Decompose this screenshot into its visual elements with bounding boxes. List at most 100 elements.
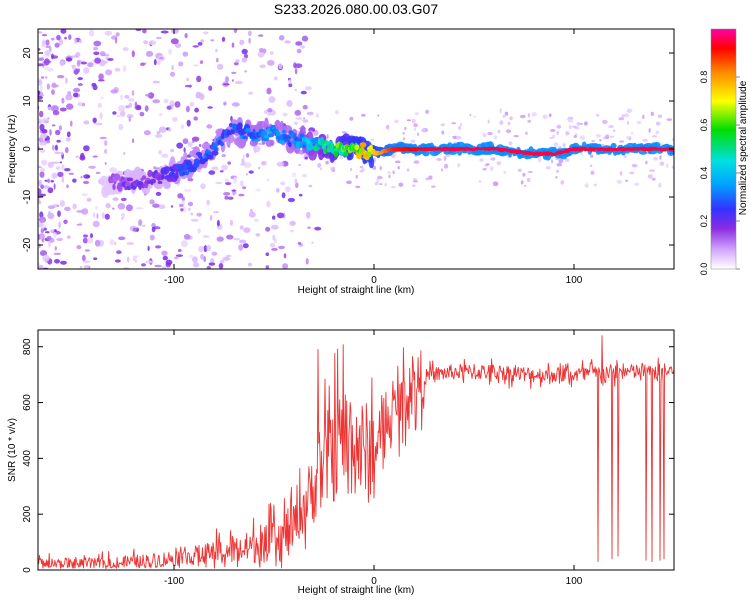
ridge-halo — [368, 156, 375, 169]
noise-blob — [268, 96, 276, 103]
noise-blob — [84, 249, 91, 252]
noise-blob — [86, 197, 92, 202]
noise-blob — [394, 119, 399, 124]
noise-blob — [317, 163, 322, 168]
noise-blob — [265, 265, 270, 269]
colorbar-ticks: 0.0 0.2 0.4 0.6 0.8 — [699, 71, 740, 275]
noise-blob — [153, 58, 157, 66]
noise-blob — [280, 181, 286, 186]
noise-blob — [487, 119, 490, 124]
noise-blob — [441, 130, 445, 135]
noise-blob — [590, 154, 594, 158]
y-tick-label: -20 — [22, 237, 33, 252]
ridge-core — [141, 175, 147, 180]
noise-blob — [417, 132, 420, 136]
noise-blob — [41, 226, 45, 229]
noise-blob — [126, 242, 135, 245]
noise-blob — [233, 62, 239, 66]
noise-blob — [114, 241, 117, 246]
noise-blob — [270, 224, 279, 230]
noise-blob — [379, 166, 383, 171]
noise-blob — [314, 226, 322, 231]
noise-blob — [590, 164, 593, 167]
noise-blob — [51, 53, 54, 60]
noise-blob — [489, 166, 494, 172]
noise-blob — [584, 121, 588, 126]
ridge-core — [207, 151, 213, 156]
noise-blob — [92, 212, 96, 218]
ridge-core — [161, 174, 165, 180]
colorbar-label: Normalized spectral amplitude — [738, 80, 749, 215]
noise-blob — [186, 119, 191, 127]
noise-blob — [59, 161, 63, 164]
noise-blob — [115, 32, 120, 37]
noise-blob — [61, 97, 65, 104]
noise-blob — [135, 207, 144, 210]
noise-blob — [302, 119, 309, 123]
ridge-core — [343, 151, 349, 157]
noise-blob — [248, 170, 254, 174]
noise-blob — [170, 205, 174, 208]
noise-blob — [174, 43, 182, 48]
noise-blob — [289, 220, 296, 226]
noise-blob — [233, 237, 240, 241]
noise-blob — [278, 245, 285, 250]
ridge-core — [588, 146, 594, 150]
noise-blob — [59, 107, 67, 112]
noise-blob — [52, 144, 55, 151]
noise-blob — [444, 154, 451, 158]
x-tick-label: -100 — [164, 275, 184, 286]
noise-blob — [50, 105, 59, 112]
noise-blob — [160, 30, 169, 34]
noise-blob — [487, 131, 493, 136]
ridge-core — [288, 141, 292, 148]
noise-blob — [157, 60, 161, 65]
noise-blob — [325, 160, 329, 165]
noise-blob — [83, 120, 90, 125]
noise-blob — [95, 171, 101, 174]
noise-blob — [443, 163, 449, 169]
noise-blob — [38, 63, 44, 67]
noise-blob — [651, 177, 656, 181]
noise-blob — [269, 242, 276, 248]
y-tick-label: -10 — [22, 189, 33, 204]
noise-blob — [281, 192, 286, 199]
ridge-core — [309, 143, 313, 149]
noise-blob — [608, 125, 614, 129]
noise-blob — [64, 168, 71, 172]
noise-blob — [271, 247, 278, 251]
noise-blob — [82, 237, 88, 244]
noise-blob — [306, 111, 314, 116]
noise-blob — [306, 211, 311, 219]
noise-blob — [294, 121, 298, 125]
snr-series-line — [38, 335, 674, 570]
noise-blob — [425, 109, 430, 114]
ridge-core — [157, 180, 163, 185]
noise-blob — [647, 174, 653, 179]
noise-blob — [39, 250, 48, 257]
noise-blob — [54, 229, 57, 233]
noise-blob — [406, 168, 410, 172]
noise-blob — [294, 67, 298, 75]
noise-blob — [242, 243, 249, 249]
noise-blob — [105, 69, 113, 76]
noise-blob — [509, 116, 513, 121]
ridge-core — [211, 150, 219, 156]
noise-blob — [657, 114, 663, 119]
ridge-halo — [610, 142, 617, 150]
noise-blob — [576, 122, 580, 126]
noise-blob — [66, 184, 69, 188]
noise-blob — [267, 112, 271, 116]
noise-blob — [355, 174, 358, 179]
noise-blob — [51, 172, 58, 179]
y-tick-label: 20 — [22, 47, 33, 59]
noise-blob — [300, 45, 306, 49]
noise-blob — [59, 60, 64, 66]
noise-blob — [294, 88, 298, 92]
colorbar-gradient — [710, 28, 737, 270]
noise-blob — [527, 120, 532, 123]
noise-blob — [226, 234, 234, 240]
ridge-halo — [638, 150, 648, 155]
noise-blob — [127, 98, 135, 102]
noise-blob — [99, 136, 107, 140]
